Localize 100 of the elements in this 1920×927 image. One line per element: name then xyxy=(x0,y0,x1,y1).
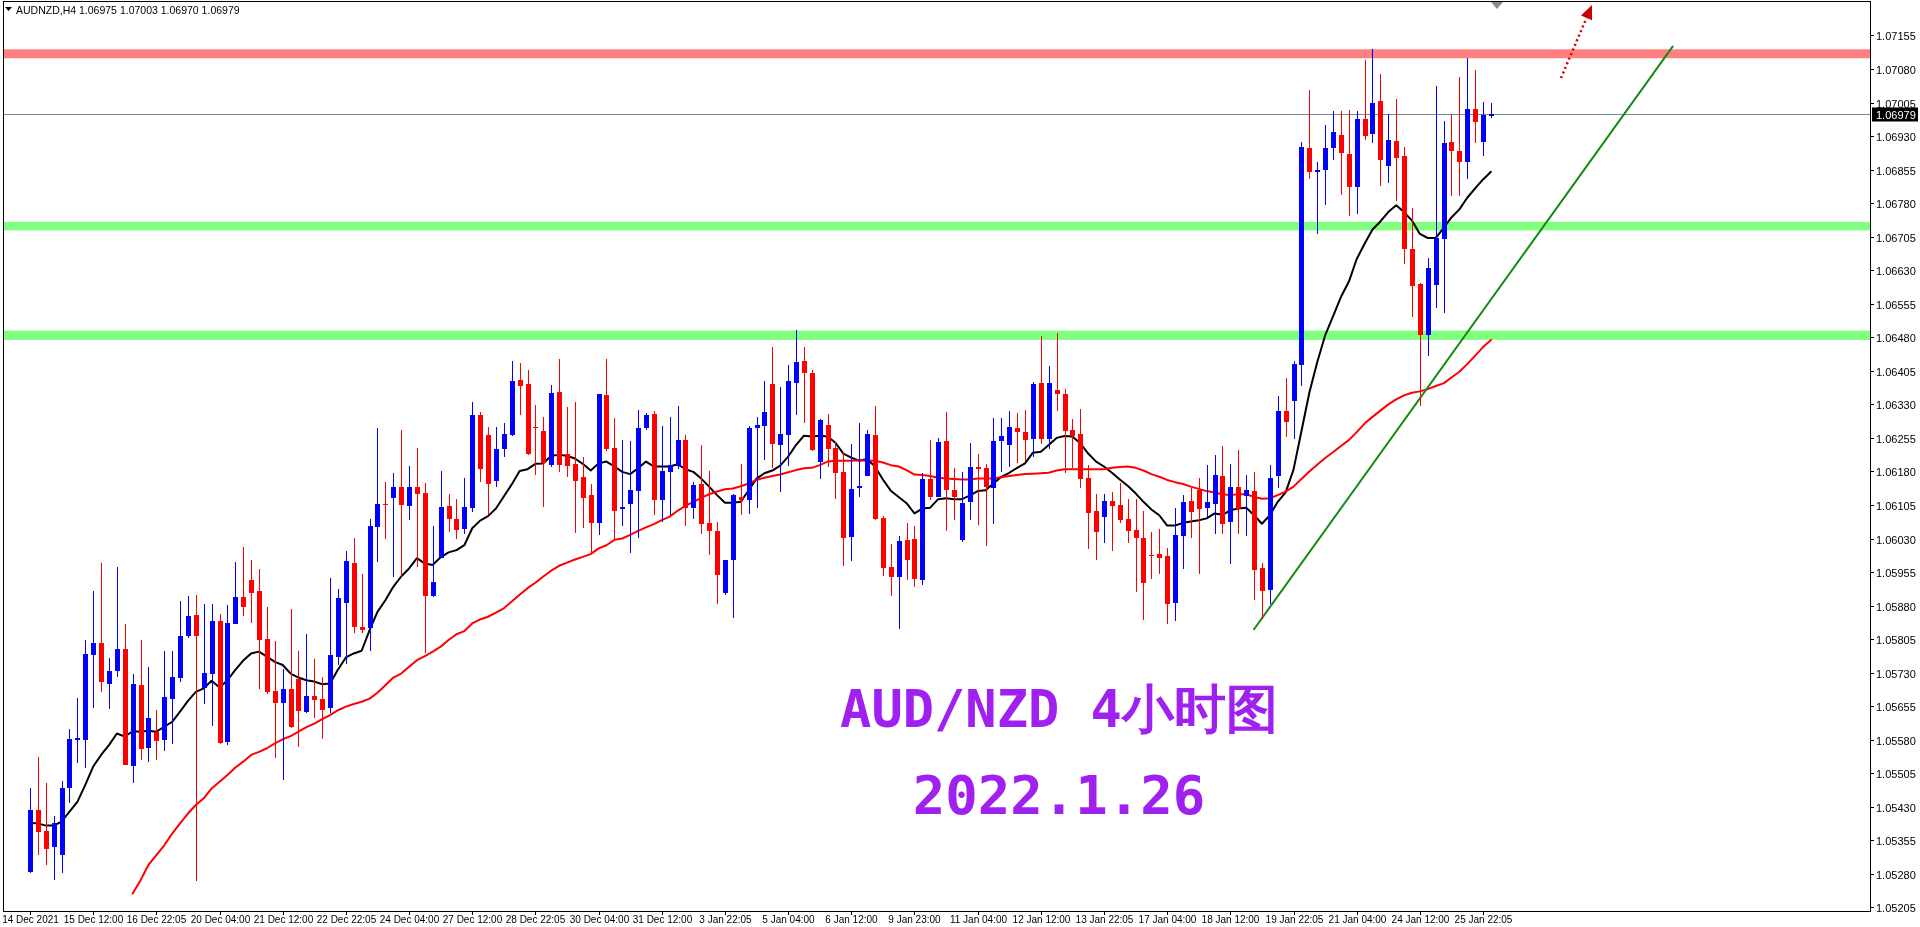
candlestick xyxy=(1323,124,1328,206)
candlestick xyxy=(1339,110,1344,196)
candlestick xyxy=(1331,110,1336,161)
candlestick xyxy=(502,422,507,458)
candlestick xyxy=(407,465,412,521)
y-tick-label: 1.06630 xyxy=(1876,264,1916,277)
candlestick xyxy=(1363,59,1368,141)
y-tick-label: 1.05280 xyxy=(1876,868,1916,881)
x-tick-label: 18 Jan 12:00 xyxy=(1201,914,1260,925)
candlestick xyxy=(462,477,467,535)
y-tick-label: 1.07005 xyxy=(1876,97,1916,110)
y-tick-label: 1.05730 xyxy=(1876,667,1916,680)
candlestick xyxy=(304,633,309,714)
x-tick-label: 27 Dec 12:00 xyxy=(442,914,503,925)
candlestick xyxy=(241,546,246,617)
ref-line-label: 1.06979 xyxy=(1876,108,1916,121)
x-tick-label: 25 Jan 22:05 xyxy=(1454,914,1513,925)
candlestick xyxy=(1205,464,1210,518)
candlestick xyxy=(668,416,673,516)
x-tick-label: 31 Dec 12:00 xyxy=(632,914,693,925)
candlestick xyxy=(1394,98,1399,202)
candlestick xyxy=(857,422,862,498)
candlestick xyxy=(952,467,957,521)
candlestick xyxy=(154,709,159,761)
candlestick xyxy=(1284,377,1289,438)
candlestick xyxy=(1236,449,1241,535)
y-tick-label: 1.06105 xyxy=(1876,499,1916,512)
x-tick-label: 20 Dec 04:00 xyxy=(190,914,251,925)
candlestick xyxy=(1055,332,1060,412)
y-tick-label: 1.05355 xyxy=(1876,834,1916,847)
x-tick-label: 12 Jan 12:00 xyxy=(1012,914,1071,925)
candlestick xyxy=(794,329,799,416)
candlestick xyxy=(739,463,744,516)
x-tick-label: 5 Jan 04:00 xyxy=(762,914,816,925)
candlestick xyxy=(202,603,207,705)
y-tick-label: 1.06555 xyxy=(1876,298,1916,311)
x-tick-label: 19 Jan 22:05 xyxy=(1265,914,1324,925)
x-tick-label: 30 Dec 04:00 xyxy=(569,914,630,925)
x-tick-label: 28 Dec 22:05 xyxy=(505,914,566,925)
x-tick-label: 24 Jan 12:00 xyxy=(1391,914,1450,925)
x-tick-label: 17 Jan 04:00 xyxy=(1138,914,1197,925)
y-tick-label: 1.05205 xyxy=(1876,901,1916,914)
candlestick xyxy=(107,657,112,710)
candlestick xyxy=(984,463,989,547)
candlestick xyxy=(1102,493,1107,544)
candlestick xyxy=(391,472,396,578)
candlestick xyxy=(281,668,286,781)
x-tick-label: 13 Jan 22:05 xyxy=(1075,914,1134,925)
y-tick-label: 1.05505 xyxy=(1876,767,1916,780)
candlestick xyxy=(312,658,317,719)
candlestick xyxy=(1134,498,1139,593)
candlestick xyxy=(1449,113,1454,197)
candlestick xyxy=(1457,76,1462,197)
candlestick xyxy=(75,697,80,764)
x-tick-label: 3 Jan 22:05 xyxy=(699,914,753,925)
candlestick xyxy=(170,650,175,745)
text: AUD/NZD 4小时图 xyxy=(840,679,1278,739)
x-tick-label: 14 Dec 2021 xyxy=(2,914,60,925)
candlestick xyxy=(91,590,96,709)
y-tick-label: 1.05805 xyxy=(1876,633,1916,646)
candlestick xyxy=(44,782,49,866)
candlestick xyxy=(889,543,894,597)
candlestick xyxy=(573,401,578,534)
candlestick xyxy=(399,429,404,578)
candlestick xyxy=(115,566,120,678)
y-tick-label: 1.05880 xyxy=(1876,600,1916,613)
candlestick xyxy=(826,413,831,468)
candlestick xyxy=(415,447,420,568)
candlestick xyxy=(976,453,981,526)
annotation: AUDNZD,H4 1.06975 1.07003 1.06970 1.06979 xyxy=(16,4,240,16)
candlestick xyxy=(194,594,199,882)
y-tick-label: 1.06480 xyxy=(1876,331,1916,344)
candlestick xyxy=(762,380,767,461)
candlestick xyxy=(1197,477,1202,575)
candlestick xyxy=(802,346,807,424)
y-tick-label: 1.07080 xyxy=(1876,63,1916,76)
y-tick-label: 1.05580 xyxy=(1876,734,1916,747)
x-tick-label: 21 Dec 12:00 xyxy=(253,914,314,925)
candlestick xyxy=(905,522,910,581)
candlestick xyxy=(1473,69,1478,144)
candlestick xyxy=(707,470,712,556)
y-tick-label: 1.06255 xyxy=(1876,432,1916,445)
candlestick xyxy=(1260,562,1265,620)
candlestick xyxy=(431,525,436,598)
x-tick-label: 21 Jan 04:00 xyxy=(1328,914,1387,925)
candlestick xyxy=(447,493,452,533)
y-tick-label: 1.06405 xyxy=(1876,365,1916,378)
candlestick xyxy=(186,595,191,639)
candlestick xyxy=(1070,418,1075,469)
candlestick xyxy=(320,676,325,740)
candlestick xyxy=(518,362,523,416)
y-tick-label: 1.05955 xyxy=(1876,566,1916,579)
y-tick-label: 1.06855 xyxy=(1876,164,1916,177)
candlestick xyxy=(755,416,760,509)
x-tick-label: 24 Dec 04:00 xyxy=(379,914,440,925)
y-tick-label: 1.05430 xyxy=(1876,801,1916,814)
candlestick xyxy=(533,404,538,476)
candlestick xyxy=(1015,412,1020,464)
y-tick-label: 1.06780 xyxy=(1876,197,1916,210)
y-tick-label: 1.06180 xyxy=(1876,465,1916,478)
